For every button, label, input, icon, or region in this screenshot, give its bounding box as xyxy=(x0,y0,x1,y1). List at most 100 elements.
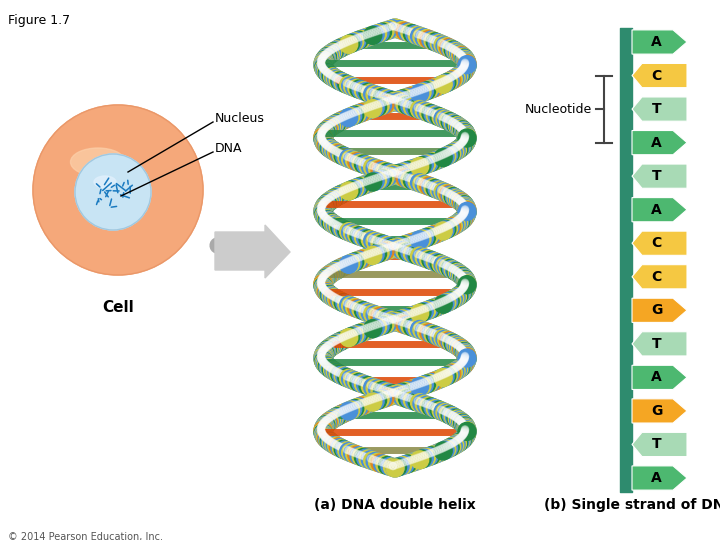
Circle shape xyxy=(443,296,450,303)
Circle shape xyxy=(414,308,421,315)
Circle shape xyxy=(356,102,374,120)
Circle shape xyxy=(431,254,449,273)
Circle shape xyxy=(358,305,365,312)
Polygon shape xyxy=(632,30,687,54)
Circle shape xyxy=(323,215,330,222)
Circle shape xyxy=(329,364,347,382)
Circle shape xyxy=(439,187,446,194)
Circle shape xyxy=(443,71,461,89)
Circle shape xyxy=(340,150,358,167)
Circle shape xyxy=(453,358,471,376)
Circle shape xyxy=(341,225,348,233)
Circle shape xyxy=(458,273,476,291)
Circle shape xyxy=(320,432,328,440)
Circle shape xyxy=(40,112,196,268)
Circle shape xyxy=(325,415,332,422)
Circle shape xyxy=(315,271,333,289)
Circle shape xyxy=(341,299,348,306)
Circle shape xyxy=(345,404,352,411)
Circle shape xyxy=(354,230,361,238)
Circle shape xyxy=(458,350,476,369)
Circle shape xyxy=(461,429,468,436)
Circle shape xyxy=(412,177,419,184)
Circle shape xyxy=(451,359,469,377)
Circle shape xyxy=(389,166,407,185)
Circle shape xyxy=(405,394,412,401)
Circle shape xyxy=(392,170,399,177)
Circle shape xyxy=(366,159,384,177)
Circle shape xyxy=(458,349,476,367)
Circle shape xyxy=(314,275,332,293)
Circle shape xyxy=(456,417,464,424)
Circle shape xyxy=(316,428,334,446)
Circle shape xyxy=(374,457,382,465)
Circle shape xyxy=(430,375,437,382)
Circle shape xyxy=(316,50,334,68)
Circle shape xyxy=(458,350,476,368)
Circle shape xyxy=(334,222,341,229)
Circle shape xyxy=(439,405,457,423)
Circle shape xyxy=(387,243,394,251)
Circle shape xyxy=(377,100,384,107)
Circle shape xyxy=(458,420,476,438)
Circle shape xyxy=(331,365,349,383)
Circle shape xyxy=(80,152,156,228)
Circle shape xyxy=(397,240,404,247)
Circle shape xyxy=(453,194,460,201)
Circle shape xyxy=(333,44,340,51)
Circle shape xyxy=(444,291,462,308)
Circle shape xyxy=(396,169,414,187)
Circle shape xyxy=(87,159,149,221)
Circle shape xyxy=(403,25,421,43)
Circle shape xyxy=(449,220,456,227)
Circle shape xyxy=(359,321,377,339)
Circle shape xyxy=(331,147,338,154)
Circle shape xyxy=(323,338,341,356)
Circle shape xyxy=(318,203,325,211)
Circle shape xyxy=(331,118,338,125)
Circle shape xyxy=(449,434,467,452)
Circle shape xyxy=(432,228,439,235)
Circle shape xyxy=(369,102,377,110)
Circle shape xyxy=(457,345,475,363)
Circle shape xyxy=(343,259,351,266)
Circle shape xyxy=(406,319,424,337)
Circle shape xyxy=(407,457,414,464)
Circle shape xyxy=(457,418,475,436)
Circle shape xyxy=(319,211,337,230)
Circle shape xyxy=(319,267,337,285)
Circle shape xyxy=(314,130,332,148)
Circle shape xyxy=(459,273,466,280)
Circle shape xyxy=(422,153,440,171)
Circle shape xyxy=(361,174,379,192)
Circle shape xyxy=(384,244,392,251)
Circle shape xyxy=(403,318,421,336)
Circle shape xyxy=(384,313,402,331)
Circle shape xyxy=(438,152,445,159)
Circle shape xyxy=(360,326,367,333)
Circle shape xyxy=(446,262,464,280)
Circle shape xyxy=(461,428,468,435)
Circle shape xyxy=(459,346,466,353)
Circle shape xyxy=(336,110,354,129)
Circle shape xyxy=(334,404,352,422)
Circle shape xyxy=(443,145,461,163)
Circle shape xyxy=(362,398,369,405)
Circle shape xyxy=(462,280,469,287)
Circle shape xyxy=(422,447,440,465)
Circle shape xyxy=(319,431,337,449)
Circle shape xyxy=(446,70,464,87)
Circle shape xyxy=(365,397,372,404)
Circle shape xyxy=(407,237,414,244)
Circle shape xyxy=(318,429,325,436)
Circle shape xyxy=(367,177,374,184)
Circle shape xyxy=(424,153,442,171)
Circle shape xyxy=(436,330,454,348)
Circle shape xyxy=(389,240,407,258)
Circle shape xyxy=(451,71,459,78)
Circle shape xyxy=(110,182,126,198)
Circle shape xyxy=(439,259,457,276)
Circle shape xyxy=(458,347,476,364)
Circle shape xyxy=(315,199,333,217)
Circle shape xyxy=(376,236,394,254)
